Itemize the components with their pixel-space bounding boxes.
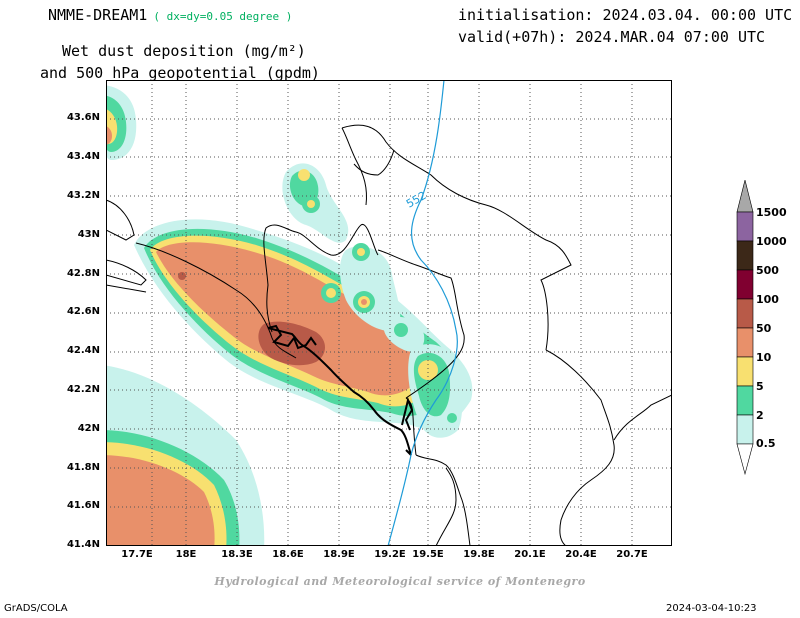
coastline (267, 324, 414, 456)
model-name: NMME-DREAM1 ( dx=dy=0.05 degree ) (48, 6, 292, 24)
lat-tick-label: 41.6N (66, 500, 100, 511)
credit-line: Hydrological and Meteorological service … (214, 575, 586, 588)
init-time: initialisation: 2024.03.04. 00:00 UTC (458, 6, 793, 24)
deposition-cell (394, 323, 408, 337)
colorbar-bottom-arrow (736, 443, 754, 476)
lon-tick-label: 17.7E (121, 549, 153, 560)
resolution-label: ( dx=dy=0.05 degree ) (153, 10, 293, 23)
generation-timestamp: 2024-03-04-10:23 (666, 603, 757, 614)
colorbar-label: 1000 (756, 235, 787, 248)
deposition-field (106, 85, 473, 546)
model-label: NMME-DREAM1 (48, 6, 148, 24)
deposition-cell (447, 413, 457, 423)
colorbar-top-arrow (736, 180, 754, 213)
deposition-cell (307, 200, 315, 208)
deposition-cell (106, 126, 112, 146)
colorbar (736, 180, 754, 476)
geopotential-contour-552 (387, 80, 458, 546)
lat-tick-label: 43.4N (66, 151, 100, 162)
colorbar-swatch (736, 211, 754, 242)
deposition-cell (298, 169, 310, 181)
colorbar-label: 0.5 (756, 437, 776, 450)
map-title-line1: Wet dust deposition (mg/m²) (62, 42, 306, 60)
lon-tick-label: 20.1E (514, 549, 546, 560)
lon-tick-label: 19.2E (374, 549, 406, 560)
lon-tick-label: 20.4E (565, 549, 597, 560)
lon-tick-label: 20.7E (616, 549, 648, 560)
graticule (106, 80, 672, 546)
lat-tick-label: 43N (77, 229, 100, 240)
lat-tick-label: 43.2N (66, 190, 100, 201)
colorbar-swatch (736, 414, 754, 445)
deposition-cell (418, 360, 438, 380)
colorbar-label: 1500 (756, 206, 787, 219)
software-label: GrADS/COLA (4, 603, 68, 614)
colorbar-swatch (736, 327, 754, 358)
lat-tick-label: 42.2N (66, 384, 100, 395)
lat-tick-label: 42.6N (66, 306, 100, 317)
deposition-cell (326, 288, 336, 298)
deposition-cell (340, 246, 401, 331)
lat-tick-label: 43.6N (66, 112, 100, 123)
lat-tick-label: 42.8N (66, 268, 100, 279)
lat-tick-label: 41.8N (66, 462, 100, 473)
deposition-level-10 (156, 242, 421, 396)
lon-tick-label: 19.8E (463, 549, 495, 560)
deposition-cell (357, 248, 365, 256)
colorbar-swatch (736, 356, 754, 387)
lon-tick-label: 18.6E (272, 549, 304, 560)
map-title-line2: and 500 hPa geopotential (gpdm) (40, 64, 320, 82)
lon-tick-label: 18E (175, 549, 197, 560)
colorbar-swatch (736, 269, 754, 300)
deposition-spot (178, 272, 186, 280)
lat-tick-label: 41.4N (66, 539, 100, 550)
colorbar-label: 100 (756, 293, 779, 306)
colorbar-label: 50 (756, 322, 772, 335)
colorbar-label: 5 (756, 380, 764, 393)
lon-tick-label: 19.5E (412, 549, 444, 560)
lon-tick-label: 18.9E (323, 549, 355, 560)
colorbar-label: 500 (756, 264, 779, 277)
colorbar-swatch (736, 385, 754, 416)
colorbar-swatch (736, 240, 754, 271)
colorbar-swatch (736, 298, 754, 329)
map-panel: 552 (106, 80, 672, 546)
lat-tick-label: 42N (77, 423, 100, 434)
deposition-level-50 (258, 321, 325, 366)
colorbar-label: 2 (756, 409, 764, 422)
deposition-cell (361, 299, 367, 305)
country-borders (106, 124, 672, 546)
valid-time: valid(+07h): 2024.MAR.04 07:00 UTC (458, 28, 766, 46)
colorbar-label: 10 (756, 351, 772, 364)
lat-tick-label: 42.4N (66, 345, 100, 356)
map-frame (106, 80, 672, 546)
deposition-cell (106, 455, 215, 546)
lon-tick-label: 18.3E (221, 549, 253, 560)
